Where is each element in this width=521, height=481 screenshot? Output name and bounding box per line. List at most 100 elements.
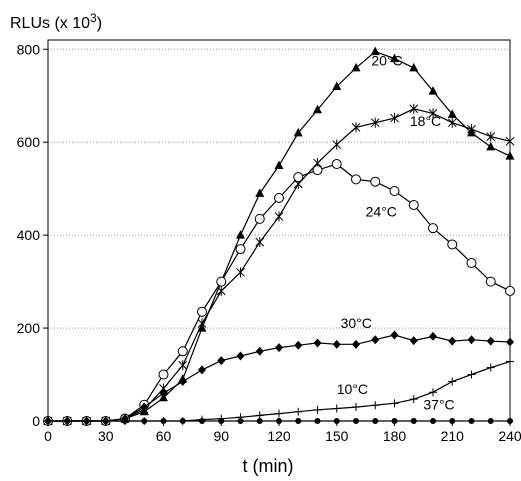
data-point-18c-180: [390, 113, 399, 124]
data-point-18c-100: [236, 267, 245, 278]
x-tick-label-30: 30: [98, 428, 114, 444]
data-point-24c-110: [254, 213, 265, 224]
data-point-37c-110: [256, 418, 263, 424]
data-point-24c-130: [293, 172, 304, 183]
data-point-30c-150: [332, 339, 341, 349]
data-point-24c-200: [428, 223, 438, 234]
x-tick-label-60: 60: [156, 428, 172, 444]
data-point-20c-160: [351, 62, 361, 72]
data-point-18c-190: [409, 103, 419, 114]
data-point-24c-80: [197, 306, 207, 317]
data-point-30c-140: [313, 338, 322, 348]
data-point-20c-130: [293, 127, 303, 137]
data-point-20c-200: [428, 86, 438, 95]
data-point-10c-190: [409, 395, 418, 404]
data-point-18c-210: [447, 117, 457, 128]
data-point-37c-60: [160, 418, 167, 424]
data-point-37c-150: [333, 418, 340, 424]
data-point-37c-0: [45, 418, 51, 424]
data-point-37c-10: [64, 418, 71, 424]
data-point-30c-100: [236, 351, 245, 361]
data-point-10c-200: [429, 388, 437, 397]
data-point-10c-140: [313, 405, 322, 414]
data-point-18c-240: [505, 136, 515, 147]
gridlines: [48, 48, 510, 329]
data-point-10c-160: [352, 403, 360, 412]
data-point-18c-160: [351, 122, 361, 133]
data-point-37c-160: [353, 418, 359, 424]
data-point-10c-150: [332, 404, 341, 413]
data-point-18c-150: [332, 139, 342, 150]
data-point-37c-220: [468, 418, 475, 424]
data-point-20c-170: [370, 46, 380, 56]
series-30c: [44, 330, 514, 426]
data-point-30c-130: [294, 340, 303, 350]
data-point-24c-150: [331, 159, 342, 170]
data-point-37c-30: [102, 418, 109, 424]
data-point-20c-240: [505, 151, 515, 160]
series-label-24c: 24°C: [366, 204, 397, 220]
data-point-10c-130: [294, 407, 303, 416]
data-point-37c-140: [314, 418, 321, 424]
data-point-37c-210: [449, 418, 456, 424]
data-point-24c-240: [505, 285, 515, 296]
data-point-37c-120: [276, 418, 282, 424]
data-point-10c-170: [371, 401, 380, 410]
series-label-30c: 30°C: [341, 315, 372, 331]
data-point-30c-210: [448, 336, 457, 346]
data-point-24c-210: [447, 239, 458, 250]
series-labels: 20°C 18°C 24°C 30°C 10°C 37°C: [337, 53, 455, 413]
series-18c: [43, 103, 515, 426]
axis-ticks: 0 30 60 90 120 150 180 210 240 0 200 400 600 800: [17, 41, 521, 444]
series-label-18c: 18°C: [410, 113, 441, 129]
x-tick-label-0: 0: [44, 428, 52, 444]
data-point-37c-100: [237, 418, 244, 424]
data-point-30c-170: [371, 335, 380, 345]
x-tick-label-150: 150: [325, 428, 349, 444]
series-label-10c: 10°C: [337, 381, 368, 397]
data-point-37c-90: [218, 418, 225, 424]
data-point-24c-70: [177, 346, 188, 357]
data-point-18c-170: [370, 117, 380, 128]
series-24c: [43, 159, 515, 426]
data-point-37c-180: [391, 418, 398, 424]
data-point-20c-190: [409, 62, 419, 72]
data-point-24c-120: [274, 192, 284, 203]
data-point-18c-230: [486, 131, 496, 142]
data-point-24c-100: [235, 244, 246, 255]
data-point-20c-120: [274, 160, 284, 169]
data-point-30c-110: [255, 346, 264, 356]
data-point-18c-70: [178, 360, 188, 371]
data-point-10c-120: [275, 409, 283, 418]
data-point-10c-230: [486, 363, 495, 372]
x-tick-label-90: 90: [213, 428, 229, 444]
y-tick-label-600: 600: [17, 134, 41, 150]
y-tick-label-0: 0: [32, 413, 40, 429]
data-point-24c-180: [389, 186, 400, 197]
data-point-20c-180: [390, 53, 399, 63]
data-point-37c-200: [430, 418, 436, 424]
x-tick-label-240: 240: [498, 428, 521, 444]
data-point-24c-160: [351, 174, 361, 185]
y-axis-label: RLUs (x 103): [10, 11, 102, 32]
series-group: [43, 46, 515, 426]
data-point-20c-110: [255, 188, 265, 197]
data-point-18c-80: [197, 318, 207, 329]
data-point-24c-230: [485, 276, 496, 287]
data-point-24c-170: [370, 176, 381, 187]
data-point-30c-180: [390, 330, 399, 340]
data-point-20c-150: [332, 81, 342, 90]
data-point-30c-220: [467, 335, 476, 345]
data-point-18c-110: [255, 237, 265, 248]
y-tick-label-800: 800: [17, 41, 41, 57]
x-axis-label: t (min): [243, 456, 294, 476]
data-point-37c-50: [141, 418, 148, 424]
plot-frame: [47, 39, 511, 422]
series-line-18c: [48, 108, 511, 422]
data-point-30c-160: [352, 339, 360, 349]
data-point-18c-90: [216, 285, 226, 296]
data-point-30c-190: [409, 336, 418, 346]
y-tick-label-200: 200: [17, 320, 41, 336]
data-point-24c-140: [312, 165, 323, 176]
